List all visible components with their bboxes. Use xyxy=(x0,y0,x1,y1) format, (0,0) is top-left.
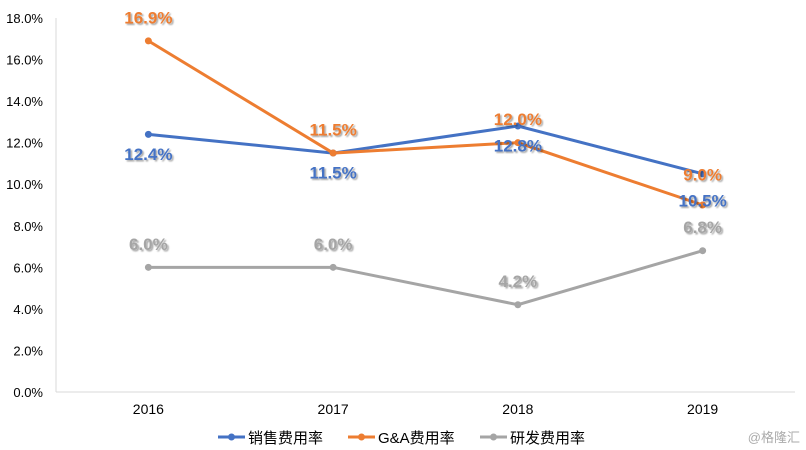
legend-marker-icon xyxy=(358,433,365,441)
x-tick-label: 2017 xyxy=(318,401,349,417)
data-point xyxy=(329,149,337,157)
y-tick-label: 6.0% xyxy=(13,260,43,275)
y-tick-label: 10.0% xyxy=(6,177,43,192)
data-point xyxy=(514,139,522,147)
legend-item: 销售费用率 xyxy=(218,430,323,447)
y-tick-label: 12.0% xyxy=(6,136,43,151)
legend-label: 销售费用率 xyxy=(248,430,323,447)
data-label: 12.0% xyxy=(494,110,542,129)
data-point xyxy=(514,122,522,130)
data-label: 9.0% xyxy=(683,165,722,184)
data-point xyxy=(699,247,707,255)
data-label: 6.8% xyxy=(683,218,722,237)
data-point xyxy=(699,170,707,178)
data-label: 10.5% xyxy=(679,191,727,210)
legend-marker-icon xyxy=(228,433,235,441)
x-tick-label: 2018 xyxy=(502,401,533,417)
data-label: 6.0% xyxy=(314,235,353,254)
y-tick-label: 4.0% xyxy=(13,302,43,317)
y-tick-label: 16.0% xyxy=(6,53,43,68)
data-label: 4.2% xyxy=(499,272,538,291)
data-label: 11.5% xyxy=(309,121,356,140)
legend-label: G&A费用率 xyxy=(378,430,455,447)
y-tick-label: 14.0% xyxy=(6,94,43,109)
data-point xyxy=(144,263,152,271)
data-label: 6.0% xyxy=(129,235,168,254)
legend-label: 研发费用率 xyxy=(510,430,585,447)
x-tick-label: 2019 xyxy=(687,401,718,417)
legend-item: G&A费用率 xyxy=(348,430,455,447)
data-point xyxy=(699,201,707,209)
legend-marker-icon xyxy=(490,433,497,441)
data-label: 12.8% xyxy=(494,137,542,156)
series-line xyxy=(148,249,704,307)
data-point xyxy=(514,301,522,309)
data-point xyxy=(144,130,152,138)
data-point xyxy=(329,263,337,271)
data-label: 11.5% xyxy=(309,164,356,183)
watermark: @格隆汇 xyxy=(748,430,800,445)
series-line xyxy=(148,124,704,176)
series-line xyxy=(147,39,704,207)
y-tick-label: 2.0% xyxy=(13,343,43,358)
y-tick-label: 18.0% xyxy=(6,11,43,26)
legend-item: 研发费用率 xyxy=(480,430,585,447)
x-tick-label: 2016 xyxy=(133,401,164,417)
data-label: 16.9% xyxy=(124,8,172,27)
data-point xyxy=(144,37,152,45)
y-tick-label: 0.0% xyxy=(13,385,43,400)
y-tick-label: 8.0% xyxy=(13,219,43,234)
data-label: 12.4% xyxy=(124,145,172,164)
